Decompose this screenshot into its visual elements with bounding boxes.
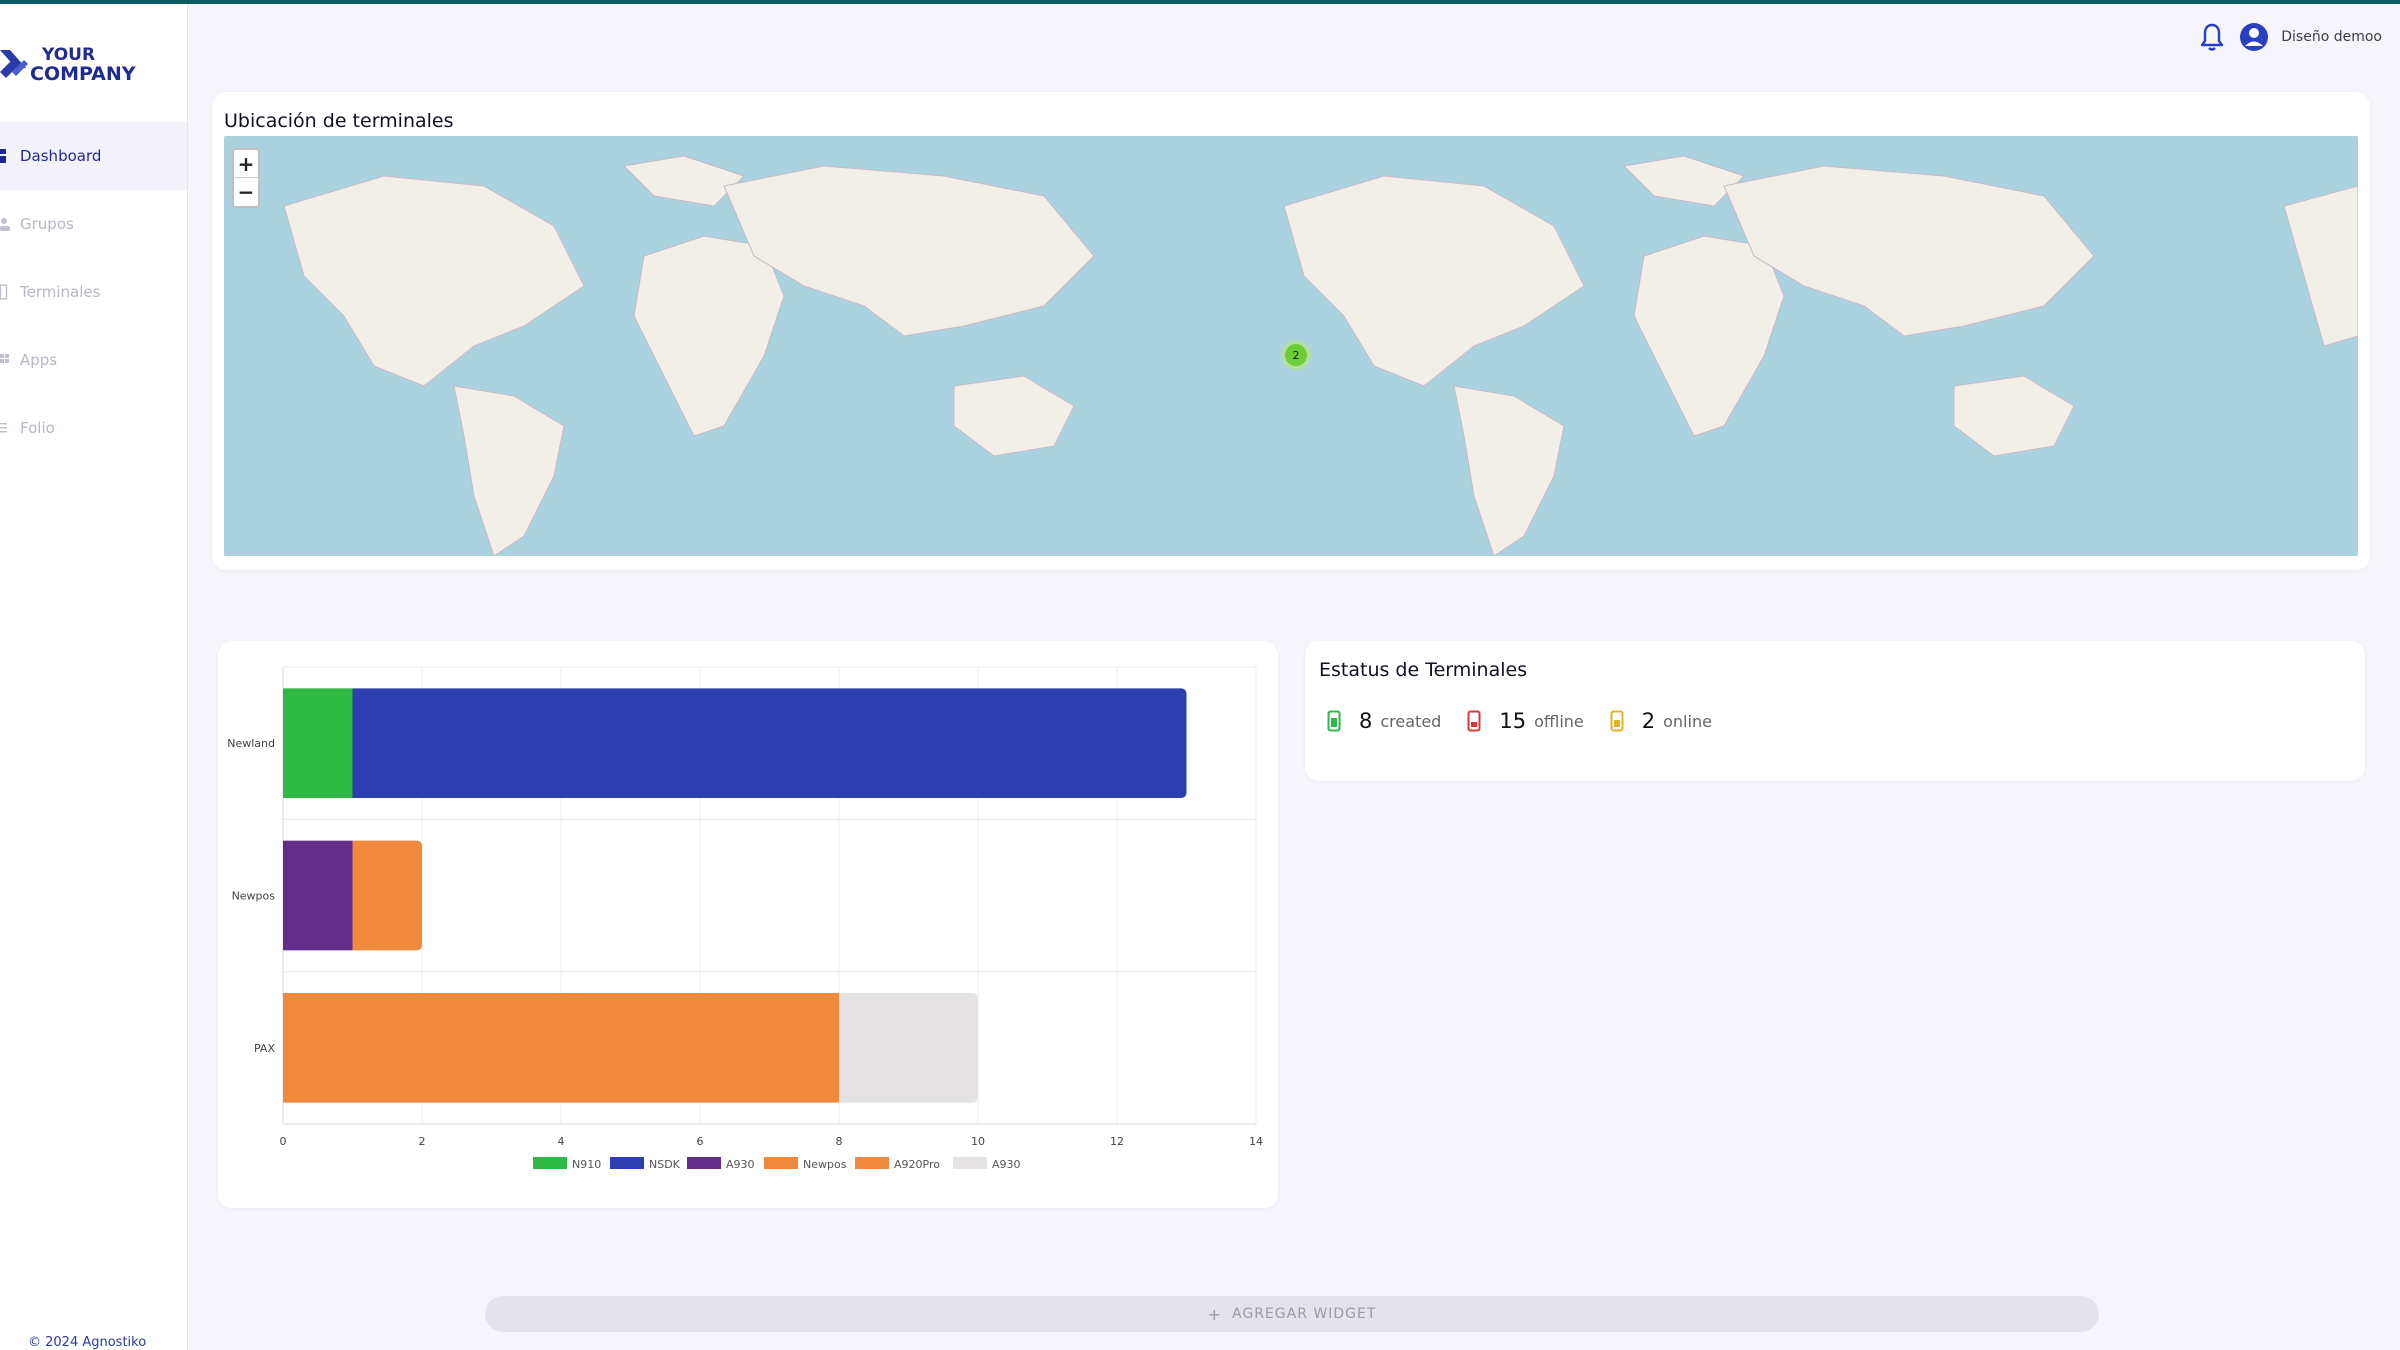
sidebar-nav: Dashboard Grupos Terminales Apps Folio: [0, 122, 187, 462]
status-summary: 8 created 15 offline 2 online: [1327, 709, 1738, 733]
status-created: 8 created: [1327, 709, 1441, 733]
legend-swatch: [764, 1157, 798, 1169]
bar-segment: [352, 840, 422, 951]
x-tick-label: 10: [971, 1135, 985, 1148]
bar-segment: [283, 840, 353, 951]
status-online-label: online: [1663, 711, 1712, 731]
status-offline-count: 15: [1499, 709, 1527, 733]
terminal-offline-icon: [1467, 710, 1481, 732]
status-widget-title: Estatus de Terminales: [1319, 659, 1528, 681]
legend-label: NSDK: [649, 1158, 681, 1171]
terminal-status-widget: Estatus de Terminales 8 created 15 offli…: [1305, 641, 2365, 781]
terminal-icon: [0, 284, 8, 300]
legend-swatch: [953, 1157, 987, 1169]
legend-label: N910: [572, 1158, 601, 1171]
bell-icon[interactable]: [2199, 22, 2225, 52]
x-tick-label: 6: [697, 1135, 704, 1148]
bar-segment: [283, 992, 839, 1103]
sidebar-item-apps[interactable]: Apps: [0, 326, 187, 394]
x-tick-label: 12: [1110, 1135, 1124, 1148]
status-online-count: 2: [1641, 709, 1656, 733]
status-online: 2 online: [1610, 709, 1712, 733]
bar-segment: [839, 992, 978, 1103]
world-map-tiles: [283, 155, 2358, 556]
logo-line-1: YOUR: [42, 45, 96, 65]
terminal-online-icon: [1610, 710, 1624, 732]
legend-swatch: [855, 1157, 889, 1169]
legend-swatch: [533, 1157, 567, 1169]
zoom-out-button[interactable]: −: [237, 180, 255, 204]
apps-icon: [0, 352, 9, 368]
map-widget: Ubicación de terminales: [212, 92, 2370, 570]
legend-label: Newpos: [803, 1158, 847, 1171]
cluster-count: 2: [1285, 344, 1307, 366]
copyright-footer: © 2024 Agnostiko: [28, 1335, 147, 1350]
logo-text: YOUR COMPANY: [30, 46, 136, 84]
status-offline-label: offline: [1534, 711, 1584, 731]
legend-label: A930: [726, 1158, 755, 1171]
terminal-created-icon: [1327, 710, 1341, 732]
map-zoom-control: + −: [232, 148, 260, 208]
terminals-by-brand-chart: 0 2 4 6 8 10 12 14 Newland Newpos PAX N910 NSDK A930 N…: [218, 641, 1278, 1208]
user-name[interactable]: Diseño demoo: [2281, 29, 2382, 45]
status-created-count: 8: [1359, 709, 1373, 733]
sidebar: YOUR COMPANY Dashboard Grupos Terminales…: [0, 4, 188, 1350]
sidebar-item-label: Grupos: [20, 215, 74, 233]
terminal-cluster-marker[interactable]: 2: [1281, 340, 1311, 370]
logo-line-2: COMPANY: [30, 63, 136, 85]
legend-label: A920Pro: [894, 1158, 940, 1171]
plus-icon: +: [1207, 1304, 1223, 1324]
sidebar-item-dashboard[interactable]: Dashboard: [0, 122, 187, 190]
company-logo[interactable]: YOUR COMPANY: [0, 46, 160, 86]
add-widget-label: AGREGAR WIDGET: [1232, 1306, 1377, 1322]
y-category-label: PAX: [254, 1042, 275, 1055]
user-avatar-icon[interactable]: [2239, 22, 2269, 52]
world-map[interactable]: + − 2: [224, 136, 2358, 556]
groups-icon: [0, 216, 10, 232]
y-category-label: Newland: [227, 737, 275, 750]
x-tick-label: 4: [558, 1135, 565, 1148]
legend-swatch: [610, 1157, 644, 1169]
sidebar-item-folio[interactable]: Folio: [0, 394, 187, 462]
sidebar-item-terminales[interactable]: Terminales: [0, 258, 187, 326]
y-category-label: Newpos: [232, 890, 276, 903]
header-user-area: Diseño demoo: [2199, 18, 2382, 56]
legend-label: A930: [992, 1158, 1021, 1171]
map-widget-title: Ubicación de terminales: [224, 110, 454, 132]
dashboard-icon: [0, 148, 8, 164]
zoom-in-button[interactable]: +: [234, 150, 258, 178]
sidebar-item-grupos[interactable]: Grupos: [0, 190, 187, 258]
add-widget-button[interactable]: + AGREGAR WIDGET: [485, 1296, 2099, 1332]
x-tick-label: 0: [280, 1135, 287, 1148]
sidebar-item-label: Dashboard: [20, 147, 102, 165]
sidebar-item-label: Apps: [20, 351, 58, 369]
x-tick-label: 2: [419, 1135, 426, 1148]
sidebar-item-label: Terminales: [20, 283, 101, 301]
status-offline: 15 offline: [1467, 709, 1584, 733]
x-tick-label: 14: [1249, 1135, 1263, 1148]
sidebar-item-label: Folio: [20, 419, 55, 437]
logo-mark-icon: [0, 50, 28, 78]
folio-icon: [0, 420, 8, 436]
bar-segment: [352, 688, 1187, 799]
stacked-bar-chart: 0 2 4 6 8 10 12 14 Newland Newpos PAX N910 NSDK A930 N…: [227, 666, 1263, 1171]
x-tick-label: 8: [836, 1135, 843, 1148]
bar-segment: [283, 688, 353, 799]
top-accent-bar: [0, 0, 2400, 4]
status-created-label: created: [1380, 711, 1442, 731]
legend-swatch: [687, 1157, 721, 1169]
